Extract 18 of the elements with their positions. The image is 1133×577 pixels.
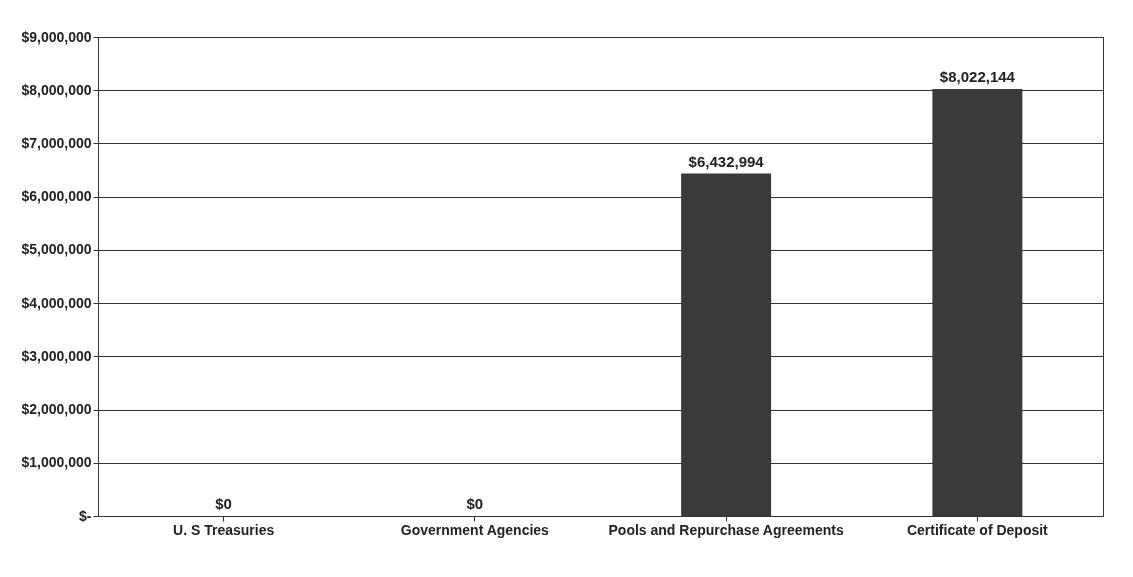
data-label: $8,022,144 <box>939 68 1016 86</box>
y-tick-label: $6,000,000 <box>21 188 92 205</box>
data-label: $6,432,994 <box>688 152 765 170</box>
y-tick-label: $8,000,000 <box>21 81 92 98</box>
y-tick-label: $4,000,000 <box>21 294 92 311</box>
x-tick-label: Pools and Repurchase Agreements <box>608 521 844 538</box>
y-tick-label: $3,000,000 <box>21 347 92 364</box>
x-tick-label: Certificate of Deposit <box>906 521 1049 538</box>
y-tick-label: $5,000,000 <box>21 241 92 258</box>
x-tick-label: U. S Treasuries <box>173 521 275 538</box>
data-label: $0 <box>215 495 232 512</box>
y-tick-label: $1,000,000 <box>21 454 92 471</box>
x-tick-label: Government Agencies <box>400 521 550 538</box>
y-tick-label: $- <box>79 507 92 524</box>
data-label: $0 <box>466 495 484 512</box>
y-tick-label: $2,000,000 <box>21 401 92 418</box>
y-tick-label: $7,000,000 <box>21 134 92 151</box>
y-tick-label: $9,000,000 <box>21 28 92 45</box>
